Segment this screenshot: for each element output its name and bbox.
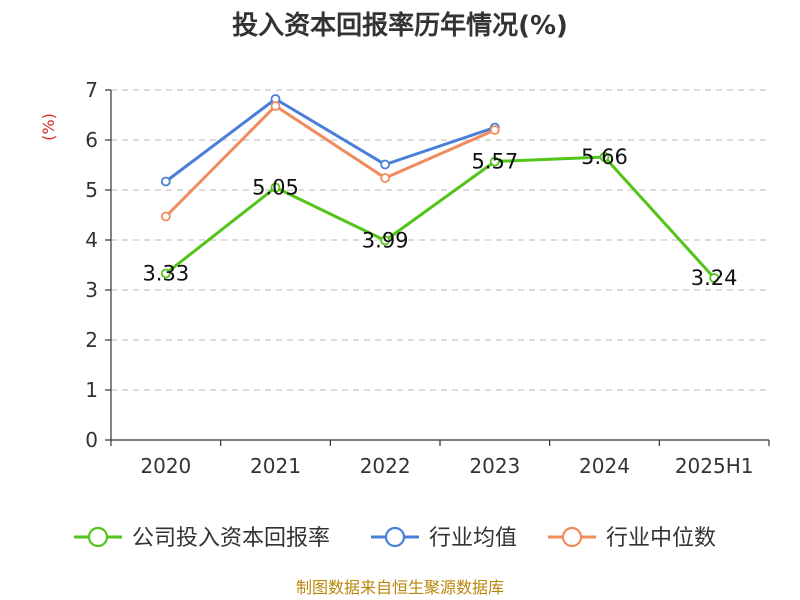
data-point	[380, 173, 391, 183]
legend-item[interactable]: 行业均值	[371, 526, 517, 551]
x-tick-label: 2022	[360, 454, 411, 478]
x-tick-label: 2025H1	[675, 454, 754, 478]
legend-marker	[561, 526, 583, 548]
data-label-layer: 3.33 5.05 3.99 5.57 5.66 3.24	[142, 145, 737, 290]
series-line	[164, 97, 497, 183]
data-point	[160, 211, 171, 222]
data-point	[270, 182, 281, 193]
x-tick-label: 2024	[579, 454, 630, 478]
data-point	[160, 268, 171, 279]
data-point	[599, 152, 610, 162]
y-tick-label: 1	[85, 378, 98, 402]
data-point	[489, 156, 500, 167]
data-label: 5.66	[581, 145, 628, 169]
y-tick-label: 7	[85, 78, 98, 102]
y-tick-label: 5	[85, 178, 98, 202]
y-axis-label: (%)	[39, 113, 58, 141]
data-point	[380, 235, 391, 246]
legend-marker	[384, 526, 406, 548]
data-point	[709, 273, 720, 283]
series-line	[164, 104, 497, 218]
data-label: 3.33	[142, 262, 189, 286]
data-point	[380, 159, 391, 170]
data-label: 5.05	[252, 176, 299, 200]
legend-label: 行业均值	[429, 526, 517, 551]
x-tick-label: 2021	[250, 454, 301, 478]
data-point	[160, 176, 171, 187]
data-label: 3.24	[691, 266, 738, 290]
data-point	[489, 125, 500, 135]
legend-marker	[87, 526, 109, 548]
y-tick-label: 3	[85, 278, 98, 302]
series-layer	[160, 94, 720, 283]
y-tick-label: 6	[85, 128, 98, 152]
y-tick-label: 4	[85, 228, 98, 252]
axis-layer: 0 1 2 3 4 5 6 7 2020 2021 2022 2023 2024 2025H1	[85, 78, 770, 478]
data-label: 3.99	[362, 229, 409, 253]
y-tick-label: 2	[85, 328, 98, 352]
legend: 公司投入资本回报率 行业均值 行业中位数	[74, 526, 716, 551]
legend-label: 公司投入资本回报率	[132, 526, 330, 551]
x-tick-label: 2023	[469, 454, 520, 478]
chart-title: 投入资本回报率历年情况(%)	[232, 10, 568, 41]
y-tick-label: 0	[85, 428, 98, 452]
data-point	[270, 101, 281, 111]
legend-item[interactable]: 行业中位数	[548, 526, 716, 551]
x-tick-label: 2020	[140, 454, 191, 478]
legend-label: 行业中位数	[606, 526, 716, 551]
footnote: 制图数据来自恒生聚源数据库	[296, 578, 504, 597]
legend-item[interactable]: 公司投入资本回报率	[74, 526, 330, 551]
data-label: 5.57	[471, 150, 518, 174]
series-line	[164, 155, 716, 280]
